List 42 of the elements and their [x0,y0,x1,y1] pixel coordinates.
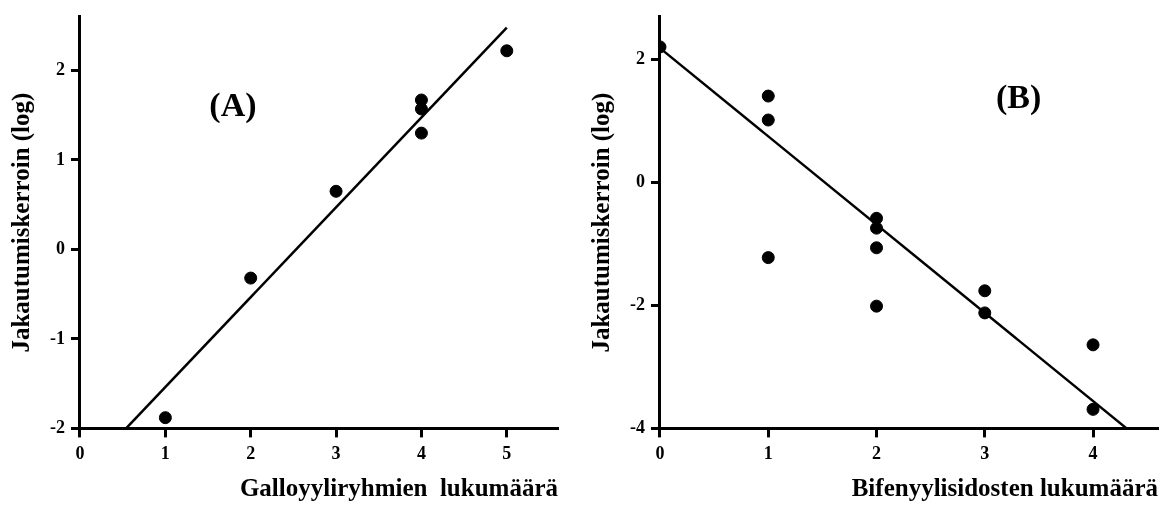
annotation: (A) [209,86,257,125]
x-tick-label: 1 [160,442,170,463]
point [870,299,884,313]
point [761,113,775,127]
y-tick-label: -4 [629,417,645,438]
point [870,221,884,235]
point [329,184,343,198]
x-tick-label: 4 [1088,442,1098,463]
point [244,271,258,285]
x-tick-label: 4 [416,442,426,463]
point [1086,338,1100,352]
point [978,306,992,320]
y-tick-label: 0 [55,238,65,259]
y-axis-title: Jakautumiskerroin (log) [587,92,616,353]
x-tick-label: 2 [246,442,256,463]
x-axis-title: Galloyyliryhmien lukumäärä [239,474,559,502]
y-tick-label: 1 [55,148,65,169]
point [761,89,775,103]
point [414,126,428,140]
x-tick-label: 5 [502,442,512,463]
x-tick-label: 3 [331,442,341,463]
x-tick-label: 0 [655,442,665,463]
y-tick-label: -1 [49,327,65,348]
y-tick-label: 2 [635,48,645,69]
annotation: (B) [995,77,1042,116]
point [870,241,884,255]
point [1086,402,1100,416]
y-tick-label: 0 [635,171,645,192]
y-axis-title: Jakautumiskerroin (log) [7,92,36,353]
y-tick-label: 2 [55,59,65,80]
point [500,44,514,58]
x-tick-label: 0 [75,442,85,463]
x-tick-label: 2 [872,442,882,463]
point [978,284,992,298]
y-tick-label: -2 [49,417,65,438]
point [761,251,775,265]
x-tick-label: 3 [980,442,990,463]
x-axis-title: Bifenyylisidosten lukumäärä [851,474,1159,502]
point [158,411,172,425]
x-tick-label: 1 [763,442,773,463]
point [414,102,428,116]
y-tick-label: -2 [629,294,645,315]
